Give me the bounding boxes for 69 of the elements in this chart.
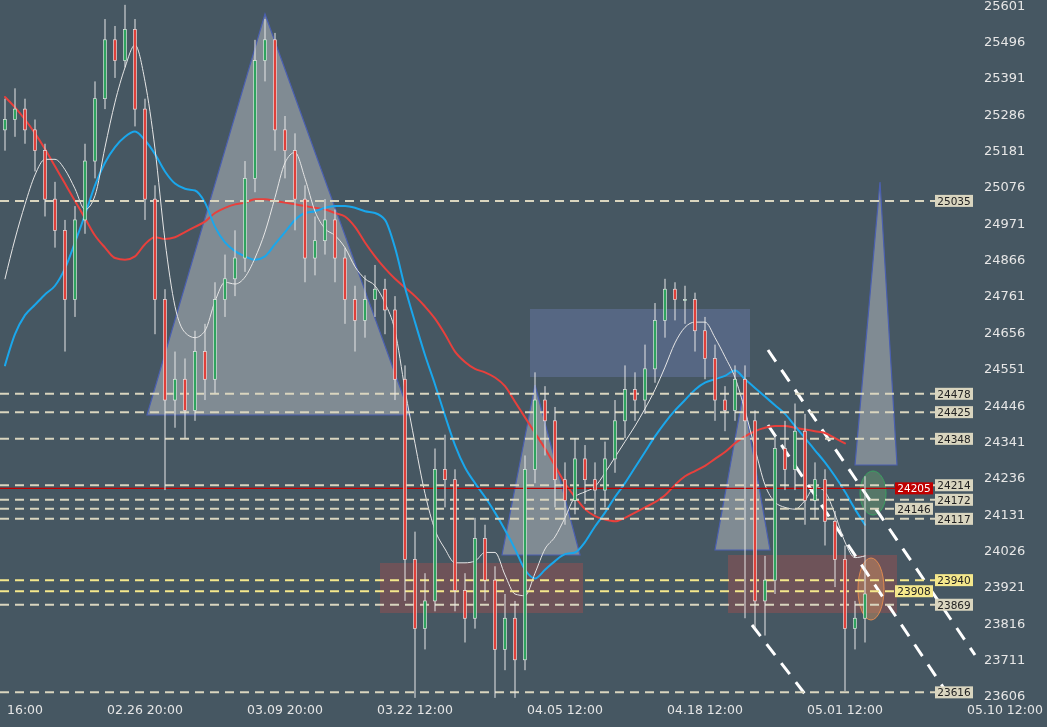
y-tick-label: 24131 xyxy=(984,506,1026,522)
ref-line-label: 23869 xyxy=(937,598,971,611)
y-tick-label: 24026 xyxy=(984,543,1026,559)
candlestick xyxy=(263,18,267,82)
candlestick xyxy=(113,25,117,79)
candlestick xyxy=(353,285,357,353)
ref-line-label: 24205 xyxy=(897,482,931,495)
candlestick xyxy=(543,385,547,456)
candlestick xyxy=(313,215,317,276)
y-tick-label: 25286 xyxy=(984,106,1026,122)
candlestick xyxy=(683,285,687,325)
candlestick xyxy=(673,281,677,321)
y-tick-label: 23606 xyxy=(984,688,1026,704)
x-tick-label: 04.18 12:00 xyxy=(667,702,743,717)
ref-line-label: 24172 xyxy=(937,493,971,506)
x-tick-label: 03.09 20:00 xyxy=(247,702,323,717)
candlestick xyxy=(763,555,767,637)
y-tick-label: 23711 xyxy=(984,652,1026,668)
y-tick-label: 24761 xyxy=(984,288,1026,304)
y-tick-label: 25181 xyxy=(984,142,1026,158)
candlestick xyxy=(13,87,17,138)
y-tick-label: 25601 xyxy=(984,0,1026,13)
x-tick-label: 02.26 20:00 xyxy=(107,702,183,717)
candlestick xyxy=(33,118,37,172)
candlestick xyxy=(233,229,237,297)
candlestick xyxy=(223,254,227,318)
y-tick-label: 24446 xyxy=(984,397,1026,413)
y-tick-label: 24971 xyxy=(984,215,1026,231)
line-series xyxy=(4,130,866,580)
y-tick-label: 24341 xyxy=(984,433,1026,449)
ref-line-label: 24348 xyxy=(937,432,971,445)
y-tick-label: 24866 xyxy=(984,252,1026,268)
x-tick-label: 05.10 12:00 xyxy=(967,702,1043,717)
ref-line-label: 24478 xyxy=(937,387,971,400)
candlestick xyxy=(853,600,857,650)
y-tick-label: 23816 xyxy=(984,615,1026,631)
ref-line-label: 23908 xyxy=(897,585,931,598)
y-tick-label: 23921 xyxy=(984,579,1026,595)
x-tick-label: 05.01 12:00 xyxy=(807,702,883,717)
candlestick xyxy=(813,461,817,519)
y-tick-label: 25496 xyxy=(984,33,1026,49)
y-tick-label: 25076 xyxy=(984,179,1026,195)
candlestick xyxy=(593,461,597,515)
candlestick xyxy=(383,278,387,335)
y-tick-label: 24656 xyxy=(984,324,1026,340)
ref-line-label: 25035 xyxy=(937,194,971,207)
x-tick-label: 16:00 xyxy=(6,702,44,717)
y-tick-label: 24551 xyxy=(984,361,1026,377)
ref-line-label: 23616 xyxy=(937,686,972,699)
ref-line-label: 24117 xyxy=(937,512,971,525)
ref-line-label: 24214 xyxy=(937,479,972,492)
candlestick xyxy=(3,98,7,152)
x-tick-label: 04.05 12:00 xyxy=(527,702,603,717)
candlestick xyxy=(283,115,287,179)
x-tick-label: 03.22 12:00 xyxy=(377,702,453,717)
candlestick xyxy=(443,434,447,508)
candlestick xyxy=(173,351,177,429)
candlestick xyxy=(583,444,587,505)
ref-line-label: 24425 xyxy=(937,406,971,419)
candlestick xyxy=(633,371,637,422)
y-tick-label: 24236 xyxy=(984,470,1026,486)
candlestick xyxy=(373,264,377,318)
ref-line-label: 23940 xyxy=(937,574,971,587)
ref-line-label: 24146 xyxy=(897,502,932,515)
candlestick xyxy=(783,420,787,491)
y-tick-label: 25391 xyxy=(984,70,1026,86)
candlestick xyxy=(363,274,367,339)
candlestick xyxy=(723,385,727,432)
candlestick xyxy=(323,198,327,256)
